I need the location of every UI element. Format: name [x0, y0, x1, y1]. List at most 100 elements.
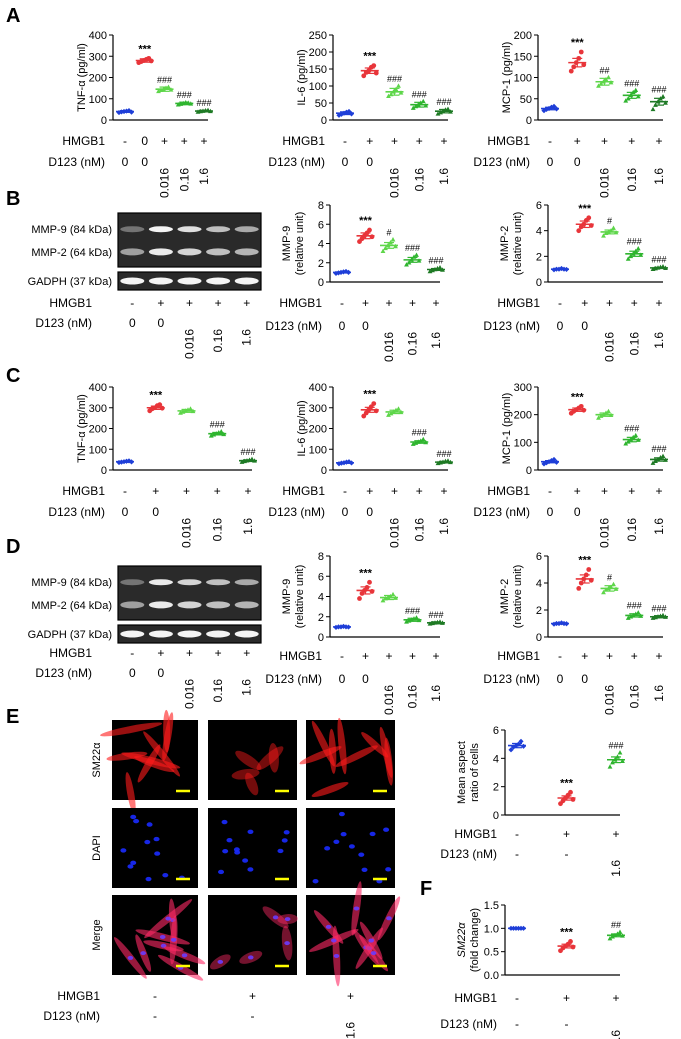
hmgb1-value: -	[558, 296, 562, 310]
d123-value: 0.016	[388, 518, 402, 548]
significance-label: ###	[436, 449, 451, 459]
y-tick-label: 8	[318, 200, 324, 212]
y-tick-label: 300	[89, 51, 107, 63]
y-axis-label: (relative unit)	[512, 565, 524, 629]
data-point	[386, 412, 391, 417]
nucleus	[312, 879, 319, 884]
data-point	[660, 453, 666, 458]
nucleus	[130, 860, 137, 866]
y-tick-label: 300	[309, 403, 327, 415]
data-point	[623, 98, 629, 103]
d123-value: 0	[152, 505, 159, 519]
hmgb1-value: +	[157, 646, 164, 660]
y-tick-label: 2	[536, 605, 542, 617]
cell-shape	[328, 728, 337, 774]
d123-value: 0	[141, 155, 148, 169]
y-axis-label: ratio of cells	[469, 743, 481, 802]
d123-value: 0	[557, 319, 564, 333]
data-point	[611, 225, 616, 230]
micrograph-2-2	[306, 881, 401, 987]
y-axis-label: MMP-2	[499, 226, 511, 261]
significance-label: ###	[651, 255, 666, 265]
blot-membrane	[117, 212, 262, 268]
nucleus	[127, 864, 134, 869]
hmgb1-value: +	[385, 649, 392, 663]
y-tick-label: 0.5	[484, 947, 499, 959]
significance-label: ***	[138, 43, 152, 55]
significance-label: ***	[359, 215, 373, 227]
d123-value: 0.16	[211, 679, 225, 703]
band-mmp2	[206, 601, 231, 609]
nucleus	[120, 848, 127, 853]
nucleus	[247, 955, 254, 960]
d123-value: 1.6	[197, 168, 211, 185]
d123-value: -	[565, 1017, 569, 1031]
data-point	[586, 567, 592, 572]
y-tick-label: 100	[309, 444, 327, 456]
d123-value: 1.6	[344, 1022, 358, 1039]
data-point	[617, 750, 623, 755]
hmgb1-row-label: HMGB1	[279, 296, 322, 310]
d123-value: 0	[581, 672, 588, 686]
data-point	[396, 83, 401, 88]
y-tick-label: 200	[309, 47, 327, 59]
d123-value: 0.16	[625, 518, 639, 542]
hmgb1-value: -	[558, 649, 562, 663]
y-axis-label: MMP-9	[281, 579, 293, 614]
d123-value: 0.016	[183, 679, 197, 709]
panel-label-C: C	[6, 365, 20, 387]
hmgb1-value: +	[243, 296, 250, 310]
nucleus	[233, 847, 240, 852]
y-tick-label: 100	[89, 94, 107, 106]
data-point	[633, 432, 639, 438]
d123-value: 0.016	[382, 332, 396, 362]
y-axis-label: MCP-1 (pg/ml)	[501, 42, 513, 114]
d123-row-label: D123 (nM)	[483, 672, 540, 686]
band-gadph	[206, 630, 231, 638]
y-tick-label: 0	[318, 632, 324, 644]
data-point	[606, 408, 611, 414]
hmgb1-value: +	[655, 296, 662, 310]
cell-shape	[245, 772, 259, 796]
significance-label: ##	[599, 66, 609, 76]
y-tick-label: 50	[315, 98, 327, 110]
significance-label: ###	[651, 603, 666, 613]
y-tick-label: 6	[493, 725, 499, 737]
nucleus	[281, 838, 288, 843]
hmgb1-value: 0	[141, 134, 148, 148]
significance-label: ###	[428, 256, 443, 266]
data-point	[371, 401, 377, 406]
hmgb1-row-label: HMGB1	[487, 484, 530, 498]
d123-value: 0	[342, 505, 349, 519]
d123-value: 0.016	[382, 685, 396, 715]
hmgb1-value: +	[631, 296, 638, 310]
hmgb1-value: +	[391, 484, 398, 498]
panel-label-D: D	[6, 536, 20, 558]
band-gadph	[148, 277, 173, 285]
hmgb1-value: +	[440, 484, 447, 498]
y-tick-label: 0	[321, 465, 327, 477]
d123-value: -	[153, 1009, 157, 1023]
data-point	[607, 936, 613, 941]
nucleus	[170, 937, 177, 942]
d123-value: 0.16	[177, 168, 191, 192]
y-axis-label: MCP-1 (pg/ml)	[501, 393, 513, 465]
significance-label: ***	[578, 203, 592, 215]
data-point	[410, 105, 416, 110]
band-mmp2	[148, 601, 173, 609]
hmgb1-value: +	[606, 649, 613, 663]
d123-value: -	[515, 1017, 519, 1031]
y-tick-label: 100	[514, 73, 532, 85]
nucleus	[361, 867, 368, 872]
hmgb1-value: +	[244, 484, 251, 498]
data-point	[607, 764, 613, 769]
hmgb1-value: +	[655, 484, 662, 498]
hmgb1-value: -	[343, 484, 347, 498]
y-tick-label: 6	[536, 200, 542, 212]
band-mmp2	[177, 248, 202, 256]
micro-row-label: SM22α	[91, 742, 103, 778]
d123-value: 0.16	[412, 168, 426, 192]
d123-value: 0	[366, 505, 373, 519]
d123-value: 0	[366, 155, 373, 169]
